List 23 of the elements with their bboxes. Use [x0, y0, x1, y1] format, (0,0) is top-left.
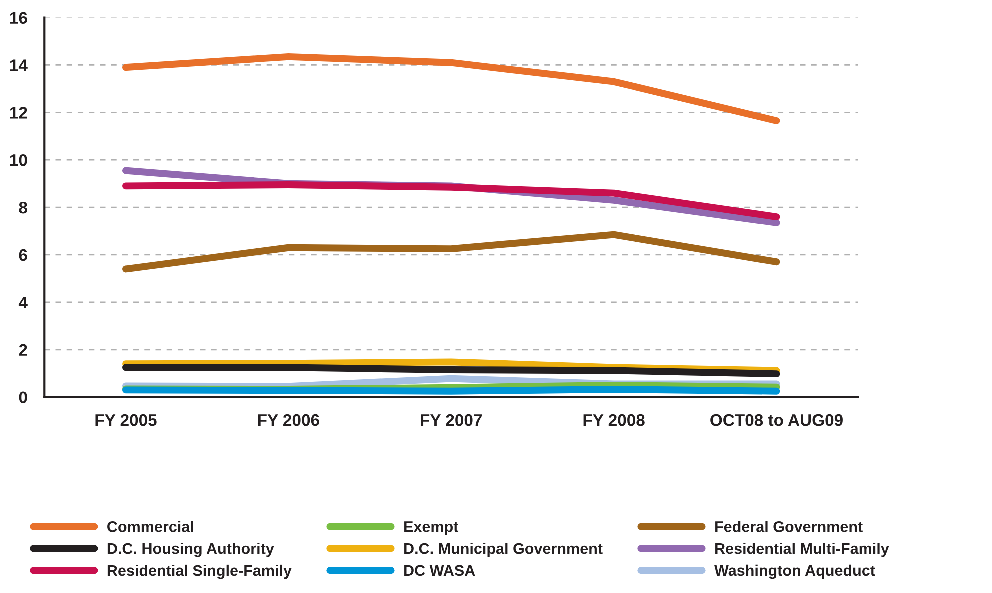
- legend-label: Commercial: [108, 521, 194, 532]
- y-tick-label: 16: [10, 12, 28, 24]
- y-tick-label: 14: [10, 60, 28, 72]
- legend-label: DC WASA: [404, 565, 476, 576]
- x-tick-label: OCT08 to AUG09: [710, 414, 843, 426]
- x-tick-label: FY 2008: [584, 414, 645, 426]
- x-tick-label: FY 2007: [421, 414, 482, 426]
- y-tick-label: 0: [19, 392, 28, 404]
- y-tick-label: 2: [19, 344, 28, 356]
- y-tick-label: 6: [19, 249, 28, 262]
- y-tick-label: 10: [10, 154, 28, 166]
- legend-label: Residential Multi-Family: [716, 542, 890, 558]
- legend-label: Exempt: [404, 522, 459, 536]
- x-tick-label: FY 2005: [96, 414, 157, 426]
- legend-label: Federal Government: [716, 521, 863, 532]
- legend-label: D.C. Housing Authority: [108, 542, 274, 558]
- legend-label: D.C. Municipal Government: [404, 542, 603, 558]
- y-tick-label: 12: [10, 107, 28, 119]
- y-tick-label: 4: [18, 297, 28, 308]
- legend-label: Residential Single-Family: [108, 564, 292, 580]
- legend-label: Washington Aqueduct: [714, 564, 876, 580]
- x-tick-label: FY 2006: [258, 414, 320, 426]
- y-tick-label: 8: [19, 202, 28, 214]
